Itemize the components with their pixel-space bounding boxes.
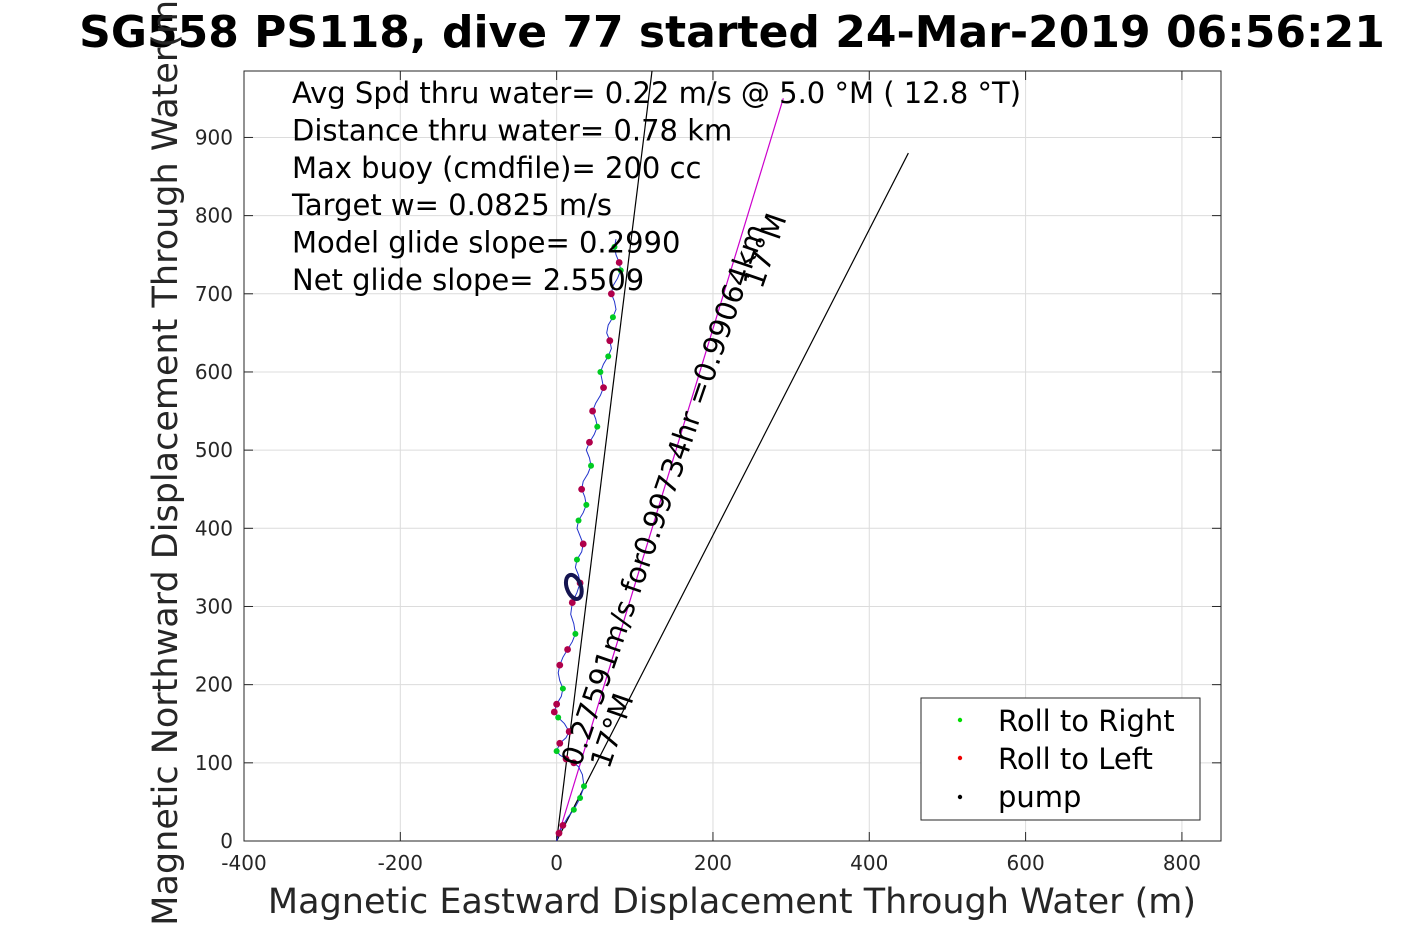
pump-loop: [563, 572, 584, 601]
x-tick-label: 400: [850, 851, 888, 875]
roll-left-point: [607, 290, 615, 298]
stats-line: Target w= 0.0825 m/s: [291, 188, 612, 222]
roll-right-point: [580, 783, 587, 790]
roll-right-point: [555, 714, 562, 721]
y-axis-label: Magnetic Northward Displacement Through …: [146, 0, 186, 926]
line-label-speed: 0.27591m/s for0.99734hr =0.99064km: [554, 219, 772, 770]
y-tick-label: 0: [220, 829, 233, 853]
x-axis-label: Magnetic Eastward Displacement Through W…: [268, 882, 1196, 922]
roll-right-point: [583, 501, 590, 508]
roll-right-point: [577, 795, 584, 802]
x-tick-label: -400: [221, 851, 266, 875]
legend-marker-roll-left: [957, 755, 963, 761]
y-tick-label: 400: [195, 516, 233, 540]
roll-left-point: [600, 384, 607, 391]
y-tick-label: 100: [195, 751, 233, 775]
axis-ticks: -400 -200 0 200 400 600 800 0 100 200 300 400 500 600…: [195, 71, 1221, 875]
x-tick-label: 0: [550, 851, 563, 875]
roll-left-point: [570, 759, 578, 767]
legend-label-roll-left: Roll to Left: [998, 742, 1153, 776]
chart-title: SG558 PS118, dive 77 started 24-Mar-2019…: [79, 7, 1385, 58]
roll-left-point: [568, 599, 576, 606]
roll-right-point: [617, 267, 624, 274]
roll-right-point: [575, 517, 582, 524]
roll-left-point: [553, 700, 561, 708]
stats-line: Max buoy (cmdfile)= 200 cc: [292, 151, 701, 185]
roll-left-point: [578, 485, 586, 493]
roll-left-point: [559, 821, 567, 829]
reference-line: [556, 152, 909, 841]
roll-right-point: [559, 685, 566, 692]
stats-line: Avg Spd thru water= 0.22 m/s @ 5.0 °M ( …: [292, 76, 1021, 110]
roll-right-point: [597, 368, 604, 375]
axes-frame: [243, 70, 1222, 842]
legend: Roll to Right Roll to Left pump: [920, 697, 1201, 821]
roll-right-point: [572, 630, 579, 637]
x-tick-label: 200: [694, 851, 732, 875]
legend-marker-pump: [957, 794, 963, 800]
legend-label-pump: pump: [998, 780, 1081, 814]
roll-right-point: [609, 314, 616, 321]
roll-left-point: [564, 646, 571, 653]
roll-left-point: [556, 661, 564, 669]
roll-right-point: [570, 806, 577, 813]
roll-left-point: [556, 739, 564, 747]
y-tick-label: 600: [195, 360, 233, 384]
roll-right-point: [605, 353, 612, 360]
roll-right-point: [553, 748, 560, 755]
roll-right-point: [573, 556, 580, 563]
x-tick-label: 800: [1163, 851, 1201, 875]
roll-left-point: [586, 438, 593, 446]
y-tick-label: 500: [195, 438, 233, 462]
y-tick-label: 900: [195, 125, 233, 149]
reference-lines: [556, 71, 909, 841]
stats-line: Model glide slope= 0.2990: [292, 226, 680, 260]
legend-label-roll-right: Roll to Right: [998, 704, 1175, 738]
roll-left-point: [579, 540, 587, 548]
legend-box: [920, 697, 1201, 821]
roll-left-point: [555, 829, 563, 837]
stats-line: Distance thru water= 0.78 km: [292, 113, 732, 147]
roll-left-point: [565, 728, 573, 735]
y-tick-label: 200: [195, 673, 233, 697]
roll-markers: [550, 243, 624, 837]
stats-annotations: Avg Spd thru water= 0.22 m/s @ 5.0 °M ( …: [291, 76, 1021, 297]
reference-line: [556, 98, 784, 841]
x-tick-label: -200: [378, 851, 423, 875]
y-tick-label: 800: [195, 204, 233, 228]
x-tick-label: 600: [1007, 851, 1045, 875]
roll-right-point: [594, 423, 601, 430]
grid-lines: [243, 71, 1221, 842]
roll-left-point: [562, 755, 570, 763]
roll-left-point: [615, 259, 623, 266]
roll-right-point: [611, 243, 618, 250]
roll-left-point: [606, 337, 614, 345]
roll-left-point: [589, 407, 596, 415]
roll-right-point: [588, 462, 595, 469]
roll-left-point: [550, 708, 558, 716]
y-tick-label: 300: [195, 594, 233, 618]
y-tick-label: 700: [195, 282, 233, 306]
stats-line: Net glide slope= 2.5509: [292, 263, 644, 297]
reference-line: [556, 71, 653, 841]
legend-marker-roll-right: [957, 717, 963, 723]
